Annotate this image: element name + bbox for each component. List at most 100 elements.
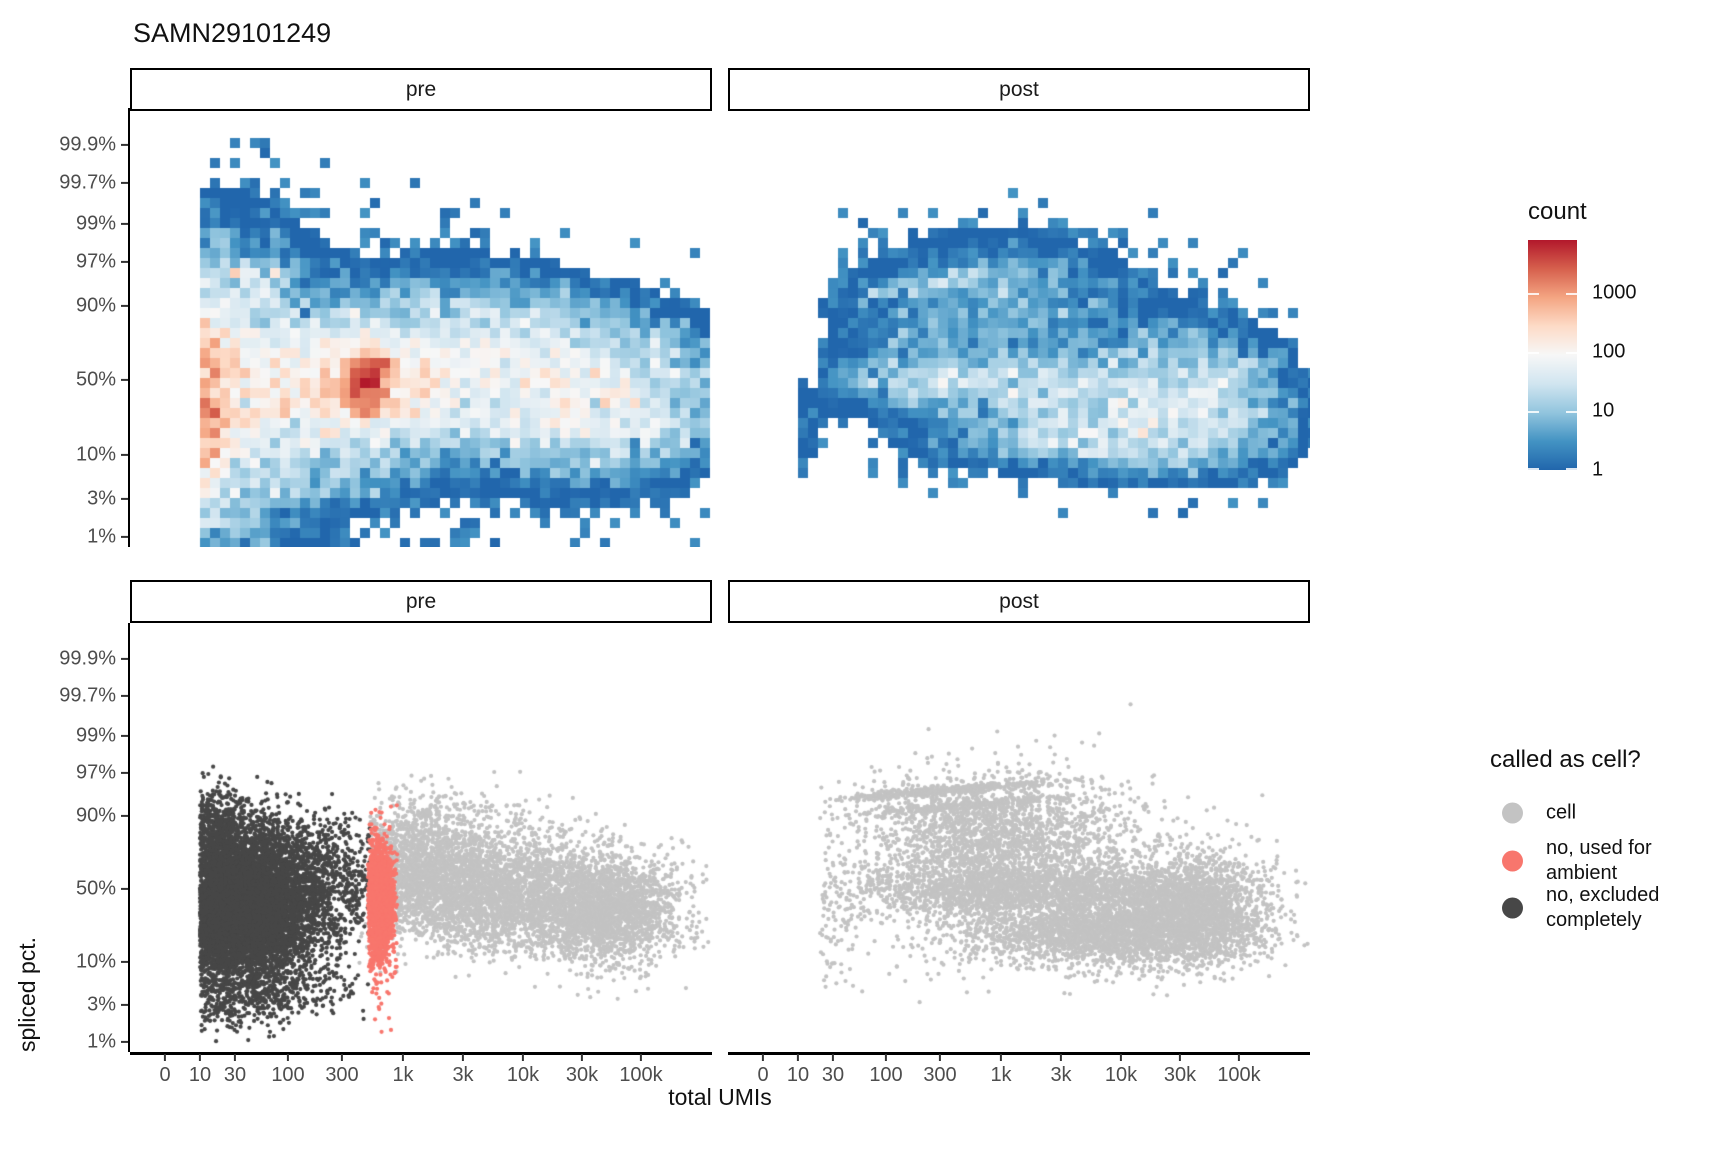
y-tick-mark <box>120 497 128 500</box>
x-tick-label: 3k <box>1050 1064 1072 1086</box>
y-tick-label: 90% <box>75 294 116 317</box>
y-tick-label: 1% <box>87 525 116 548</box>
x-tick-mark <box>999 1054 1003 1061</box>
x-tick-mark <box>938 1054 942 1061</box>
y-tick-mark <box>120 304 128 307</box>
x-tick-mark <box>198 1054 202 1061</box>
x-tick-label: 1k <box>990 1064 1012 1086</box>
x-tick-mark <box>1059 1054 1063 1061</box>
x-tick-label: 3k <box>452 1064 474 1086</box>
legend-label-excluded: no, excluded completely <box>1546 884 1660 931</box>
x-tick-mark <box>286 1054 290 1061</box>
x-tick-label: 300 <box>325 1064 359 1086</box>
x-tick-mark <box>340 1054 344 1061</box>
x-tick-label: 100 <box>869 1064 903 1086</box>
y-tick-label: 3% <box>87 487 116 510</box>
x-tick-mark <box>639 1054 643 1061</box>
heatmap-post <box>728 108 1310 547</box>
y-tick-mark <box>120 260 128 263</box>
y-tick-mark <box>120 222 128 225</box>
colorbar-tick-label: 1000 <box>1592 281 1637 304</box>
x-tick-mark <box>831 1054 835 1061</box>
legend-dot-excluded <box>1502 897 1523 919</box>
y-tick-label: 10% <box>75 950 116 973</box>
colorbar-tick-mark <box>1566 352 1577 354</box>
colorbar-tick-mark <box>1566 293 1577 296</box>
x-tick-label: 30k <box>1163 1064 1197 1086</box>
legend-cell-title: called as cell? <box>1490 746 1641 773</box>
colorbar-tick-mark <box>1566 411 1577 414</box>
y-tick-mark <box>120 181 128 184</box>
colorbar-tick-mark <box>1528 352 1539 354</box>
legend-label-cell: cell <box>1546 801 1577 824</box>
x-tick-mark <box>233 1054 237 1061</box>
y-tick-mark <box>120 453 128 456</box>
y-axis-line <box>127 623 130 1052</box>
x-tick-label: 0 <box>757 1064 769 1086</box>
y-tick-mark <box>120 1041 128 1044</box>
colorbar-tick-mark <box>1528 411 1539 414</box>
x-tick-mark <box>1237 1054 1241 1061</box>
x-tick-mark <box>163 1054 167 1061</box>
y-tick-label: 99.7% <box>59 684 116 707</box>
x-tick-mark <box>521 1054 525 1061</box>
legend-dot-cell <box>1502 802 1523 824</box>
y-tick-mark <box>120 658 128 661</box>
y-tick-label: 97% <box>75 761 116 784</box>
x-axis-title: total UMIs <box>668 1084 772 1110</box>
y-axis-line <box>127 108 130 547</box>
x-tick-label: 30k <box>565 1064 599 1086</box>
x-tick-label: 100 <box>271 1064 305 1086</box>
x-tick-label: 100k <box>1217 1064 1261 1086</box>
y-tick-label: 1% <box>87 1030 116 1053</box>
y-tick-mark <box>120 379 128 382</box>
scatter-pre <box>130 623 712 1052</box>
facet-strip-top-pre: pre <box>130 68 712 111</box>
y-axis-title: spliced pct. <box>14 936 40 1052</box>
colorbar-tick-mark <box>1528 293 1539 296</box>
facet-strip-bottom-post: post <box>728 580 1310 623</box>
y-tick-label: 99.7% <box>59 171 116 194</box>
y-tick-label: 97% <box>75 250 116 273</box>
x-tick-label: 10 <box>188 1064 212 1086</box>
y-tick-mark <box>120 144 128 147</box>
y-tick-label: 99.9% <box>59 647 116 670</box>
x-tick-label: 30 <box>223 1064 247 1086</box>
x-tick-label: 10k <box>506 1064 540 1086</box>
y-tick-label: 90% <box>75 804 116 827</box>
colorbar-tick-mark <box>1528 468 1539 470</box>
x-tick-label: 300 <box>923 1064 957 1086</box>
colorbar-tick-label: 10 <box>1592 399 1615 422</box>
y-tick-mark <box>120 535 128 538</box>
x-tick-mark <box>401 1054 405 1061</box>
x-tick-mark <box>761 1054 765 1061</box>
y-tick-mark <box>120 772 128 775</box>
y-tick-label: 99.9% <box>59 133 116 156</box>
y-tick-mark <box>120 694 128 698</box>
x-tick-label: 10 <box>786 1064 810 1086</box>
x-tick-label: 1k <box>392 1064 414 1086</box>
facet-strip-top-post: post <box>728 68 1310 111</box>
colorbar-tick-label: 1 <box>1592 458 1604 481</box>
x-tick-mark <box>461 1054 465 1061</box>
x-tick-mark <box>1119 1054 1123 1061</box>
colorbar-tick-label: 100 <box>1592 340 1626 363</box>
count-colorbar <box>1528 240 1577 470</box>
y-tick-mark <box>120 960 128 963</box>
x-axis-line <box>130 1052 712 1055</box>
x-tick-label: 0 <box>159 1064 171 1086</box>
y-tick-mark <box>120 1003 128 1006</box>
x-tick-mark <box>1178 1054 1182 1061</box>
x-tick-mark <box>580 1054 584 1061</box>
y-tick-label: 10% <box>75 443 116 466</box>
legend-dot-ambient <box>1502 850 1523 872</box>
y-tick-label: 50% <box>75 368 116 391</box>
x-tick-label: 10k <box>1104 1064 1138 1086</box>
colorbar-tick-mark <box>1566 468 1577 470</box>
y-tick-mark <box>120 814 128 818</box>
legend-label-ambient: no, used for ambient <box>1546 837 1652 884</box>
y-tick-label: 3% <box>87 993 116 1016</box>
y-tick-label: 99% <box>75 724 116 747</box>
x-tick-mark <box>884 1054 888 1061</box>
